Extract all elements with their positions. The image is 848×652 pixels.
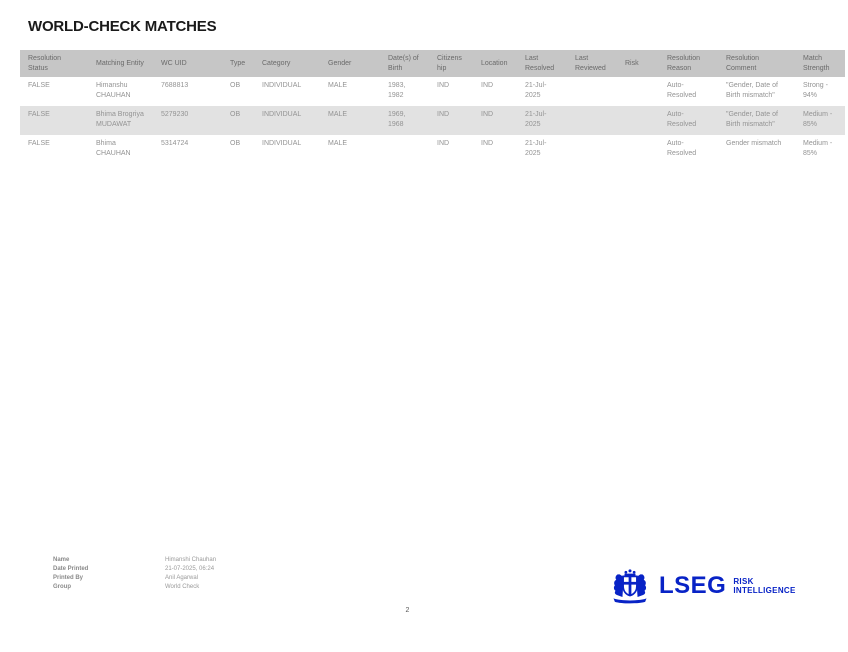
table-row: FALSE Bhima CHAUHAN 5314724 OB INDIVIDUAL MAL… (20, 135, 845, 164)
column-header: Matching Entity (88, 50, 153, 77)
meta-value: 21-07-2025, 06:24 (165, 566, 215, 572)
table-cell: OB (230, 111, 241, 118)
table-cell: MALE (328, 111, 348, 118)
table-cell: OB (230, 82, 241, 89)
table-cell: IND (437, 140, 450, 147)
table-cell: IND (481, 111, 494, 118)
meta-label: Group (53, 584, 71, 590)
table-cell: Medium - 85% (803, 111, 833, 128)
table-cell: INDIVIDUAL (262, 82, 302, 89)
page-number: 2 (405, 607, 410, 614)
page-title: WORLD-CHECK MATCHES (28, 18, 217, 35)
column-header: Resolution Comment (718, 50, 795, 77)
table-cell (617, 106, 659, 135)
table-cell: MALE (328, 82, 348, 89)
meta-value: World Check (165, 584, 200, 590)
matches-table: Resolution Status Matching Entity WC UID Ty… (20, 50, 845, 164)
table-row: FALSE Himanshu CHAUHAN 7688813 OB INDIVIDUAL… (20, 77, 845, 106)
meta-value: Himanshi Chauhan (165, 557, 217, 563)
table-cell: 5314724 (161, 140, 189, 147)
column-header: Category (254, 50, 320, 77)
table-cell: 7688813 (161, 82, 189, 89)
column-header: Resolution Status (20, 50, 88, 77)
table-cell: FALSE (28, 111, 50, 118)
table-cell: 21-Jul-2025 (525, 82, 547, 99)
lseg-tagline-line2: INTELLIGENCE (733, 585, 796, 595)
meta-row: Name Himanshi Chauhan (53, 556, 216, 565)
column-header: Resolution Reason (659, 50, 718, 77)
column-header: Type (222, 50, 254, 77)
column-header: WC UID (153, 50, 222, 77)
column-header: Match Strength (795, 50, 845, 77)
meta-row: Printed By Anil Agarwal (53, 574, 216, 583)
table-cell: IND (437, 111, 450, 118)
table-cell: INDIVIDUAL (262, 140, 302, 147)
column-header: Last Resolved (517, 50, 567, 77)
lseg-crest-icon (613, 569, 647, 604)
table-cell: "Gender, Date of Birth mismatch" (726, 111, 778, 128)
table-cell: Bhima CHAUHAN (96, 140, 131, 157)
meta-value: Anil Agarwal (165, 575, 199, 581)
table-cell: FALSE (28, 140, 50, 147)
lseg-tagline: RISK INTELLIGENCE (733, 577, 796, 595)
table-cell: FALSE (28, 82, 50, 89)
table-cell: "Gender, Date of Birth mismatch" (726, 82, 778, 99)
table-cell: Gender mismatch (726, 140, 782, 147)
meta-label: Name (53, 557, 70, 563)
table-cell: Himanshu CHAUHAN (96, 82, 131, 99)
table-cell: MALE (328, 140, 348, 147)
meta-label: Date Printed (53, 566, 89, 572)
table-cell: INDIVIDUAL (262, 111, 302, 118)
column-header: Date(s) of Birth (380, 50, 429, 77)
table-cell: IND (437, 82, 450, 89)
lseg-tagline-line1: RISK (733, 577, 754, 586)
table-cell (567, 106, 617, 135)
table-cell: Auto-Resolved (667, 111, 697, 128)
table-cell: OB (230, 140, 241, 147)
column-header: Last Reviewed (567, 50, 617, 77)
table-cell (567, 135, 617, 164)
lseg-wordmark: LSEG (659, 572, 727, 599)
column-header: Citizenship (429, 50, 473, 77)
column-header: Gender (320, 50, 380, 77)
table-cell: 21-Jul-2025 (525, 140, 547, 157)
table-cell: 5279230 (161, 111, 189, 118)
table-cell: 1969, 1968 (388, 111, 406, 128)
table-cell: IND (481, 82, 494, 89)
table-cell: Strong - 94% (803, 82, 828, 99)
table-cell (617, 77, 659, 106)
print-meta: Name Himanshi Chauhan Date Printed 21-07-20… (53, 556, 216, 592)
table-cell (380, 135, 429, 164)
column-header: Location (473, 50, 517, 77)
column-header: Risk (617, 50, 659, 77)
table-body: FALSE Himanshu CHAUHAN 7688813 OB INDIVIDUAL… (20, 77, 845, 164)
table-cell: Medium - 85% (803, 140, 833, 157)
table-cell: IND (481, 140, 494, 147)
table-cell: Bhima Brogriya MUDAWAT (96, 111, 144, 128)
table-cell: 1983, 1982 (388, 82, 406, 99)
table-cell (567, 77, 617, 106)
lseg-logo: LSEG RISK INTELLIGENCE (608, 568, 796, 604)
table-cell: Auto-Resolved (667, 140, 697, 157)
table-row: FALSE Bhima Brogriya MUDAWAT 5279230 OB INDI… (20, 106, 845, 135)
table-header-row: Resolution Status Matching Entity WC UID Ty… (20, 50, 845, 77)
meta-label: Printed By (53, 575, 84, 581)
table-cell: 21-Jul-2025 (525, 111, 547, 128)
table-cell: Auto-Resolved (667, 82, 697, 99)
table-cell (617, 135, 659, 164)
meta-row: Date Printed 21-07-2025, 06:24 (53, 565, 216, 574)
table-header: Resolution Status Matching Entity WC UID Ty… (20, 50, 845, 77)
meta-row: Group World Check (53, 583, 216, 592)
